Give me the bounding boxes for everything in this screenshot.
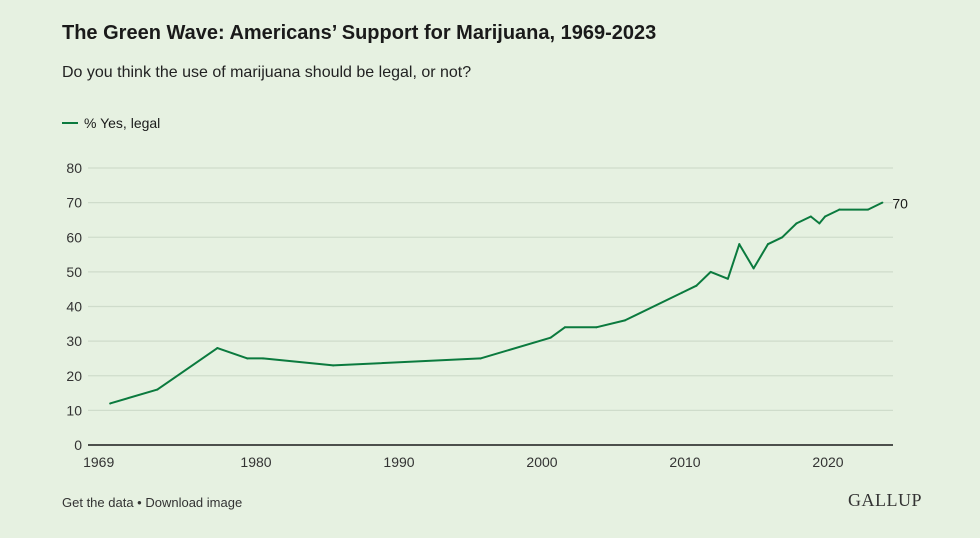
x-tick-label: 2000 [526, 454, 557, 470]
data-point [781, 236, 784, 239]
data-point [262, 357, 265, 360]
y-tick-label: 20 [66, 368, 82, 384]
data-point [809, 215, 812, 218]
data-point [738, 243, 741, 246]
series-line [109, 201, 883, 405]
data-point [818, 222, 821, 225]
y-tick-label: 80 [66, 160, 82, 176]
data-point [563, 326, 566, 329]
download-image-link[interactable]: Download image [145, 495, 243, 510]
data-point [246, 357, 249, 360]
legend: % Yes, legal [62, 115, 160, 131]
end-value-label: 70 [892, 196, 908, 212]
data-point [332, 364, 335, 367]
data-point [766, 243, 769, 246]
data-point [695, 284, 698, 287]
x-tick-label: 1969 [83, 454, 114, 470]
data-point [623, 319, 626, 322]
data-point [479, 357, 482, 360]
data-point [752, 267, 755, 270]
data-point [838, 208, 841, 211]
data-point [681, 291, 684, 294]
gallup-logo: GALLUP [848, 490, 922, 510]
data-point [867, 208, 870, 211]
y-tick-label: 50 [66, 264, 82, 280]
y-tick-label: 60 [66, 229, 82, 245]
legend-label: % Yes, legal [84, 115, 161, 131]
data-point [824, 215, 827, 218]
footer-separator: • [133, 495, 146, 510]
data-point [726, 277, 729, 280]
get-data-link[interactable]: Get the data [62, 495, 134, 510]
data-point [216, 347, 219, 350]
y-tick-label: 40 [66, 299, 82, 315]
data-point [549, 336, 552, 339]
y-tick-label: 10 [66, 402, 82, 418]
x-tick-label: 2010 [669, 454, 700, 470]
legend-swatch [62, 122, 78, 124]
x-tick-label: 1980 [240, 454, 271, 470]
data-point [795, 222, 798, 225]
chart-subtitle: Do you think the use of marijuana should… [62, 64, 472, 81]
y-tick-label: 30 [66, 333, 82, 349]
data-point [109, 402, 112, 405]
data-point [595, 326, 598, 329]
y-tick-label: 0 [74, 437, 82, 453]
y-tick-label: 70 [66, 195, 82, 211]
x-tick-label: 2020 [812, 454, 843, 470]
data-point [156, 388, 159, 391]
x-tick-label: 1990 [383, 454, 414, 470]
footer: Get the data • Download image [62, 495, 242, 510]
data-point [709, 270, 712, 273]
chart-title: The Green Wave: Americans’ Support for M… [62, 22, 657, 44]
data-point [881, 201, 884, 204]
